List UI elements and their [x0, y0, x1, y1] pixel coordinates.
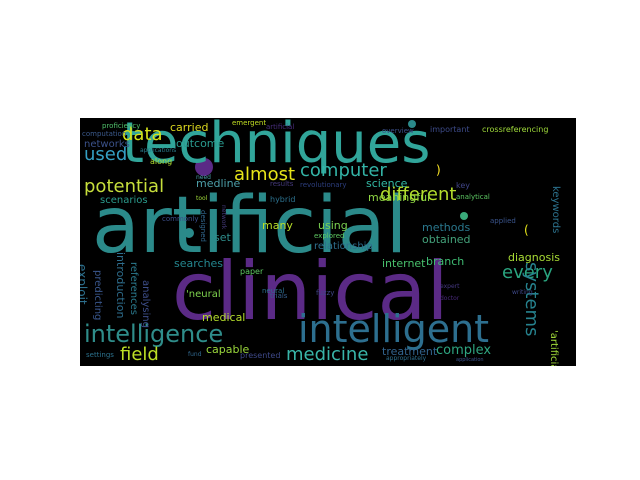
word-data: data	[122, 124, 163, 145]
word-introduction: introduction	[114, 252, 127, 319]
word-paper: paper	[240, 267, 264, 276]
word-medline: medline	[196, 177, 241, 190]
word-fuzzy: fuzzy	[316, 289, 335, 297]
word-neural: neural	[262, 287, 285, 295]
word-meaningful: meaningful	[368, 191, 431, 204]
word-methods: methods	[422, 221, 471, 234]
word-doctor: doctor	[440, 295, 460, 302]
word-designed: designed	[199, 210, 207, 242]
word-medical: medical	[202, 311, 246, 324]
word-network: network	[220, 205, 227, 230]
word-emergent: emergent	[232, 119, 267, 127]
word-cloud-dot-purple	[195, 158, 213, 176]
word-different: different	[380, 184, 457, 205]
word-keywords: keywords	[550, 186, 561, 234]
word-cloud: techniques artificial clinical intelligent i…	[80, 118, 576, 366]
word-obtained: obtained	[422, 233, 471, 246]
word-commonly: commonly	[162, 215, 199, 223]
word-medicine: medicine	[286, 344, 369, 365]
word-presented: presented	[240, 351, 281, 360]
word-carried: carried	[170, 121, 209, 134]
word-paren-open: (	[524, 223, 529, 237]
word-crossreferencing: crossreferencing	[482, 125, 549, 134]
word-outcome: outcome	[176, 137, 225, 150]
word-complex: complex	[436, 343, 492, 358]
word-artificial-q: 'artificial	[548, 330, 559, 366]
word-techniques: techniques	[122, 118, 431, 176]
word-appropriately: appropriately	[386, 355, 427, 362]
word-tool: tool	[196, 195, 208, 202]
word-almost: almost	[234, 164, 296, 185]
word-internet: internet	[382, 257, 426, 270]
word-cloud-dot-teal-1	[184, 228, 194, 238]
word-clinical: clinical	[172, 245, 449, 338]
word-along: along	[150, 157, 173, 166]
word-references: references	[128, 262, 139, 315]
word-paren-close: )	[436, 163, 441, 177]
word-results: results	[270, 180, 294, 188]
word-systems: systems	[521, 262, 542, 337]
word-hybrid: hybrid	[270, 195, 296, 204]
word-application: application	[456, 357, 484, 363]
word-relationship: relationship	[314, 241, 373, 252]
word-used: used	[84, 144, 128, 165]
word-fund: fund	[188, 351, 202, 358]
word-many: many	[262, 219, 293, 232]
word-revolutionary: revolutionary	[300, 181, 347, 189]
word-branch: branch	[426, 255, 465, 268]
word-trials: trials	[270, 292, 288, 300]
word-cloud-dot-teal-2	[408, 120, 416, 128]
word-using: using	[318, 219, 348, 232]
word-field: field	[120, 344, 159, 365]
word-science: science	[366, 177, 408, 190]
word-important: important	[430, 125, 470, 134]
word-proficiency: proficiency	[102, 122, 141, 130]
word-searches: searches	[174, 257, 224, 270]
word-artificial-small: artificial	[266, 123, 295, 131]
word-networks: networks	[84, 139, 130, 150]
word-neural-q: 'neural	[186, 289, 221, 300]
word-every: every	[502, 262, 553, 283]
word-intelligence: intelligence	[84, 320, 224, 348]
word-analysing: analysing	[140, 280, 151, 328]
word-treatment: treatment	[382, 345, 438, 358]
word-artificial: artificial	[92, 181, 408, 271]
word-capable: capable	[206, 343, 250, 356]
word-diagnosis: diagnosis	[508, 251, 560, 264]
word-computer: computer	[300, 160, 387, 181]
word-scenarios: scenarios	[100, 195, 148, 206]
word-analytical: analytical	[456, 193, 490, 201]
word-predicting: predicting	[92, 270, 103, 321]
word-key: key	[456, 181, 471, 190]
word-writing: writing	[512, 289, 533, 296]
word-cloud-dot-green	[460, 212, 468, 220]
word-expert: expert	[440, 283, 460, 290]
word-applied: applied	[490, 217, 516, 225]
word-explored: explored	[314, 232, 345, 240]
word-computation: computation	[82, 130, 127, 138]
word-intelligent: intelligent	[298, 307, 490, 351]
word-set: set	[214, 231, 231, 244]
word-need: need	[196, 174, 211, 181]
word-potential: potential	[84, 176, 165, 197]
word-settings: settings	[86, 351, 114, 359]
word-exploit: exploit	[80, 264, 89, 305]
word-overview: overview	[382, 127, 414, 135]
word-applications: applications	[140, 147, 177, 154]
